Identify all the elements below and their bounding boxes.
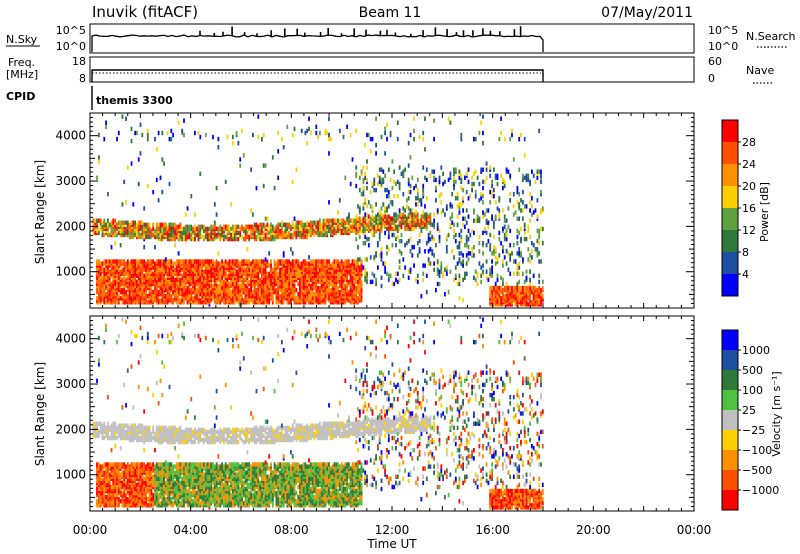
nsky-panel-frame [89, 23, 695, 54]
nsky-tick-top: 10^5 [56, 24, 86, 37]
nsearch-label: N.Search [746, 30, 796, 43]
power-cbar-tick: 20 [742, 180, 756, 193]
velocity-cbar-tick: −25 [742, 424, 765, 437]
x-tick-label: 16:00 [475, 523, 510, 537]
velocity-axes: 1000 2000 3000 4000 [55, 315, 695, 511]
freq-tick-bottom: 8 [79, 72, 86, 85]
velocity-cbar-tick: 100 [742, 384, 763, 397]
power-cbar-tick: 28 [742, 136, 756, 149]
station-title: Inuvik (fitACF) [92, 3, 198, 21]
velocity-y-label: Slant Range [km] [33, 362, 47, 466]
nave-label: Nave [746, 64, 774, 77]
y-tick-label: 3000 [55, 377, 86, 391]
y-tick-label: 3000 [55, 174, 86, 188]
velocity-cbar-tick: 25 [742, 404, 756, 417]
x-tick-label: 20:00 [576, 523, 611, 537]
x-tick-label: 12:00 [375, 523, 410, 537]
freq-label: Freq. [8, 56, 35, 69]
x-axis-label: Time UT [366, 537, 417, 551]
power-cbar-tick: 4 [742, 268, 749, 281]
y-tick-label: 2000 [55, 422, 86, 436]
y-tick-label: 1000 [55, 265, 86, 279]
y-tick-label: 4000 [55, 129, 86, 143]
y-tick-label: 1000 [55, 468, 86, 482]
freq-unit-label: [MHz] [6, 68, 38, 81]
nsearch-tick-bottom: 10^0 [708, 40, 738, 53]
y-tick-label: 4000 [55, 332, 86, 346]
date-title: 07/May/2011 [601, 5, 693, 21]
power-axes: 1000 2000 3000 4000 [55, 112, 695, 308]
x-axis-tick-labels: 00:00 04:00 08:00 12:00 16:00 20:00 00:00 [73, 523, 712, 537]
nsky-tick-bottom: 10^0 [56, 40, 86, 53]
nave-tick-top: 60 [708, 55, 722, 68]
beam-title: Beam 11 [359, 5, 422, 21]
x-tick-label: 00:00 [677, 523, 712, 537]
velocity-cbar-tick: 1000 [742, 344, 770, 357]
nave-tick-bottom: 0 [708, 72, 715, 85]
power-colorbar: 4 8 12 16 20 24 28 [721, 119, 756, 297]
velocity-heatmap [92, 317, 544, 510]
power-cbar-label: Power [dB] [758, 182, 771, 242]
power-cbar-tick: 12 [742, 224, 756, 237]
power-cbar-tick: 16 [742, 202, 756, 215]
velocity-cbar-tick: 500 [742, 364, 763, 377]
freq-tick-top: 18 [72, 55, 86, 68]
velocity-cbar-tick: −500 [742, 464, 772, 477]
velocity-cbar-tick: −100 [742, 444, 772, 457]
x-tick-label: 08:00 [274, 523, 309, 537]
nsearch-tick-top: 10^5 [708, 24, 738, 37]
x-tick-label: 00:00 [73, 523, 108, 537]
freq-trace [91, 69, 544, 82]
nsky-spikes [199, 26, 522, 36]
power-cbar-tick: 8 [742, 246, 749, 259]
x-tick-label: 04:00 [173, 523, 208, 537]
velocity-cbar-tick: −1000 [742, 484, 779, 497]
cpid-label: CPID [6, 90, 35, 103]
power-y-label: Slant Range [km] [33, 160, 47, 264]
y-tick-label: 2000 [55, 219, 86, 233]
power-heatmap [92, 114, 544, 307]
power-cbar-tick: 24 [742, 158, 756, 171]
freq-panel-frame [89, 56, 695, 83]
nsky-trace [91, 34, 544, 52]
velocity-colorbar: 1000 500 100 25 −25 −100 −500 −1000 [721, 329, 779, 511]
nsky-label: N.Sky [6, 33, 38, 46]
velocity-cbar-label: Velocity [m s⁻¹] [770, 371, 783, 456]
cpid-value: themis 3300 [96, 94, 173, 107]
